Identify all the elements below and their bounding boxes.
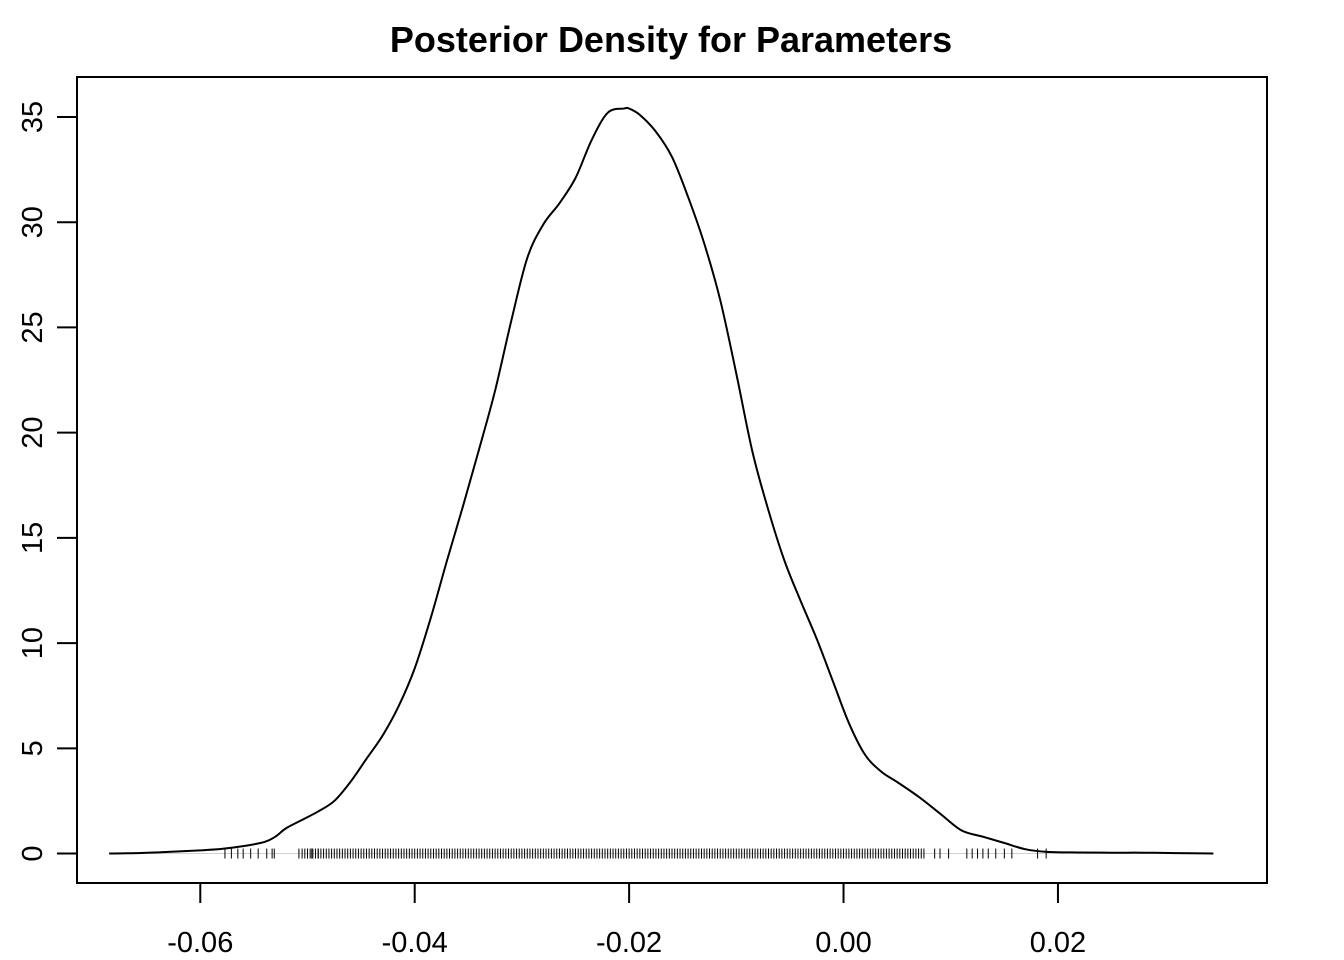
- plot-frame: [76, 76, 1268, 884]
- y-axis: 0 5 10 15 20 25 30 35: [17, 101, 78, 862]
- x-tick-label: 0.00: [815, 927, 871, 959]
- x-tick-label: -0.06: [167, 927, 233, 959]
- y-tick-label: 5: [17, 740, 49, 756]
- y-tick-label: 30: [17, 206, 49, 238]
- y-tick-label: 25: [17, 311, 49, 343]
- rug-marks: [224, 848, 1047, 859]
- x-axis: -0.06 -0.04 -0.02 0.00 0.02: [167, 882, 1086, 959]
- y-tick-label: 20: [17, 417, 49, 449]
- x-tick-label: -0.04: [382, 927, 448, 959]
- density-curve: [109, 106, 1214, 855]
- y-tick-label: 10: [17, 627, 49, 659]
- y-tick-label: 15: [17, 522, 49, 554]
- x-tick-label: -0.02: [596, 927, 662, 959]
- x-tick-label: 0.02: [1030, 927, 1086, 959]
- y-tick-label: 0: [17, 845, 49, 861]
- y-tick-label: 35: [17, 101, 49, 133]
- chart-title: Posterior Density for Parameters: [390, 19, 952, 60]
